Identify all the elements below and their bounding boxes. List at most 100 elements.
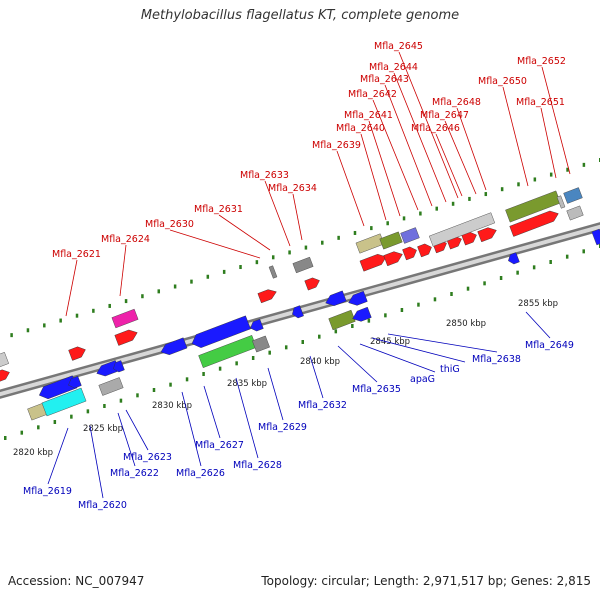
leader-line xyxy=(235,377,259,459)
gene-label-forward: Mfla_2645 xyxy=(374,41,423,52)
gene-block xyxy=(556,195,566,209)
tick-mark-top xyxy=(75,313,79,318)
gene-block xyxy=(292,305,304,319)
tick-mark-bottom xyxy=(466,286,470,291)
gene-block xyxy=(359,254,387,272)
tick-mark-bottom xyxy=(334,329,338,334)
gene-arrow xyxy=(304,277,320,291)
tick-mark-top xyxy=(239,265,242,270)
tick-mark-bottom xyxy=(86,409,90,414)
gene-block xyxy=(160,337,188,355)
gene-block xyxy=(0,352,9,368)
gene-rect xyxy=(355,233,385,254)
gene-label-reverse: Mfla_2626 xyxy=(176,468,225,479)
tick-mark-bottom xyxy=(53,420,57,424)
tick-mark-bottom xyxy=(582,249,585,254)
tick-mark-bottom xyxy=(268,350,271,355)
gene-arrow xyxy=(68,375,82,389)
gene-rect xyxy=(563,187,583,204)
leader-line xyxy=(387,333,498,353)
gene-block xyxy=(68,346,86,361)
gene-rect xyxy=(111,308,139,329)
tick-mark-bottom xyxy=(152,388,156,392)
tick-mark-bottom xyxy=(185,377,189,382)
tick-mark-bottom xyxy=(499,276,503,280)
tick-mark-top xyxy=(321,240,324,245)
gene-block xyxy=(111,308,139,329)
gene-label-forward: Mfla_2651 xyxy=(516,97,565,108)
leader-line xyxy=(502,86,529,187)
gene-arrow xyxy=(325,290,347,306)
tick-mark-top xyxy=(402,216,406,221)
leader-line xyxy=(47,427,69,485)
tick-mark-bottom xyxy=(516,270,519,275)
tick-mark-top xyxy=(157,289,161,294)
gene-block xyxy=(191,315,251,348)
gene-rect xyxy=(0,352,9,368)
leader-line xyxy=(444,120,477,195)
leader-line xyxy=(371,337,466,363)
gene-arrow xyxy=(0,369,10,383)
gene-block xyxy=(328,309,356,331)
gene-label-reverse: Mfla_2620 xyxy=(78,500,127,511)
tick-mark-top xyxy=(500,187,504,192)
gene-block xyxy=(257,289,277,304)
gene-label-reverse: apaG xyxy=(410,374,435,385)
leader-line xyxy=(181,391,202,467)
tick-mark-top xyxy=(59,318,62,323)
gene-block xyxy=(417,243,432,258)
gene-label-reverse: Mfla_2649 xyxy=(525,340,574,351)
leader-line xyxy=(384,84,433,207)
gene-label-forward: Mfla_2631 xyxy=(194,204,243,215)
tick-mark-bottom xyxy=(119,398,123,403)
tick-mark-bottom xyxy=(417,302,420,307)
topology-text: Topology: circular; Length: 2,971,517 bp… xyxy=(261,574,591,588)
gene-arrow xyxy=(113,360,125,373)
gene-block xyxy=(325,290,347,306)
tick-mark-bottom xyxy=(367,318,371,323)
gene-block xyxy=(383,251,403,267)
leader-line xyxy=(368,120,401,217)
tick-mark-bottom xyxy=(235,361,238,366)
leader-line xyxy=(292,193,303,241)
gene-block xyxy=(508,252,520,265)
leader-line xyxy=(125,409,149,451)
tick-mark-bottom xyxy=(251,356,255,360)
tick-mark-bottom xyxy=(202,372,205,376)
gene-rect xyxy=(400,227,420,244)
gene-label-reverse: Mfla_2632 xyxy=(298,400,347,411)
leader-line xyxy=(65,259,78,317)
gene-label-reverse: Mfla_2619 xyxy=(23,486,72,497)
tick-mark-top xyxy=(206,274,210,279)
tick-mark-top xyxy=(435,206,438,211)
tick-mark-top xyxy=(468,196,471,201)
scale-label: 2830 kbp xyxy=(152,401,192,411)
gene-label-reverse: Mfla_2623 xyxy=(123,452,172,463)
gene-block xyxy=(114,329,138,346)
gene-block xyxy=(379,231,403,250)
gene-block xyxy=(477,227,497,243)
leader-line xyxy=(393,72,447,203)
scale-label: 2845 kbp xyxy=(370,337,410,347)
gene-label-reverse: Mfla_2629 xyxy=(258,422,307,433)
tick-mark-top xyxy=(26,328,30,333)
gene-arrow xyxy=(348,290,368,306)
tick-mark-bottom xyxy=(103,404,106,408)
gene-arrow xyxy=(352,306,372,322)
gene-label-forward: Mfla_2647 xyxy=(420,110,469,121)
tick-mark-bottom xyxy=(400,308,404,312)
tick-mark-top xyxy=(222,269,226,274)
gene-label-reverse: Mfla_2627 xyxy=(195,440,244,451)
gene-block xyxy=(252,335,270,353)
gene-rect xyxy=(591,228,600,246)
tick-mark-top xyxy=(451,201,455,206)
gene-arrow xyxy=(292,305,304,319)
gene-arrow xyxy=(68,346,86,361)
leader-line xyxy=(203,385,221,439)
leader-line xyxy=(541,66,571,175)
map-title: Methylobacillus flagellatus KT, complete… xyxy=(140,8,460,23)
tick-mark-top xyxy=(255,260,259,265)
tick-mark-top xyxy=(141,294,144,299)
leader-line xyxy=(337,345,378,383)
gene-arrow xyxy=(160,337,188,355)
